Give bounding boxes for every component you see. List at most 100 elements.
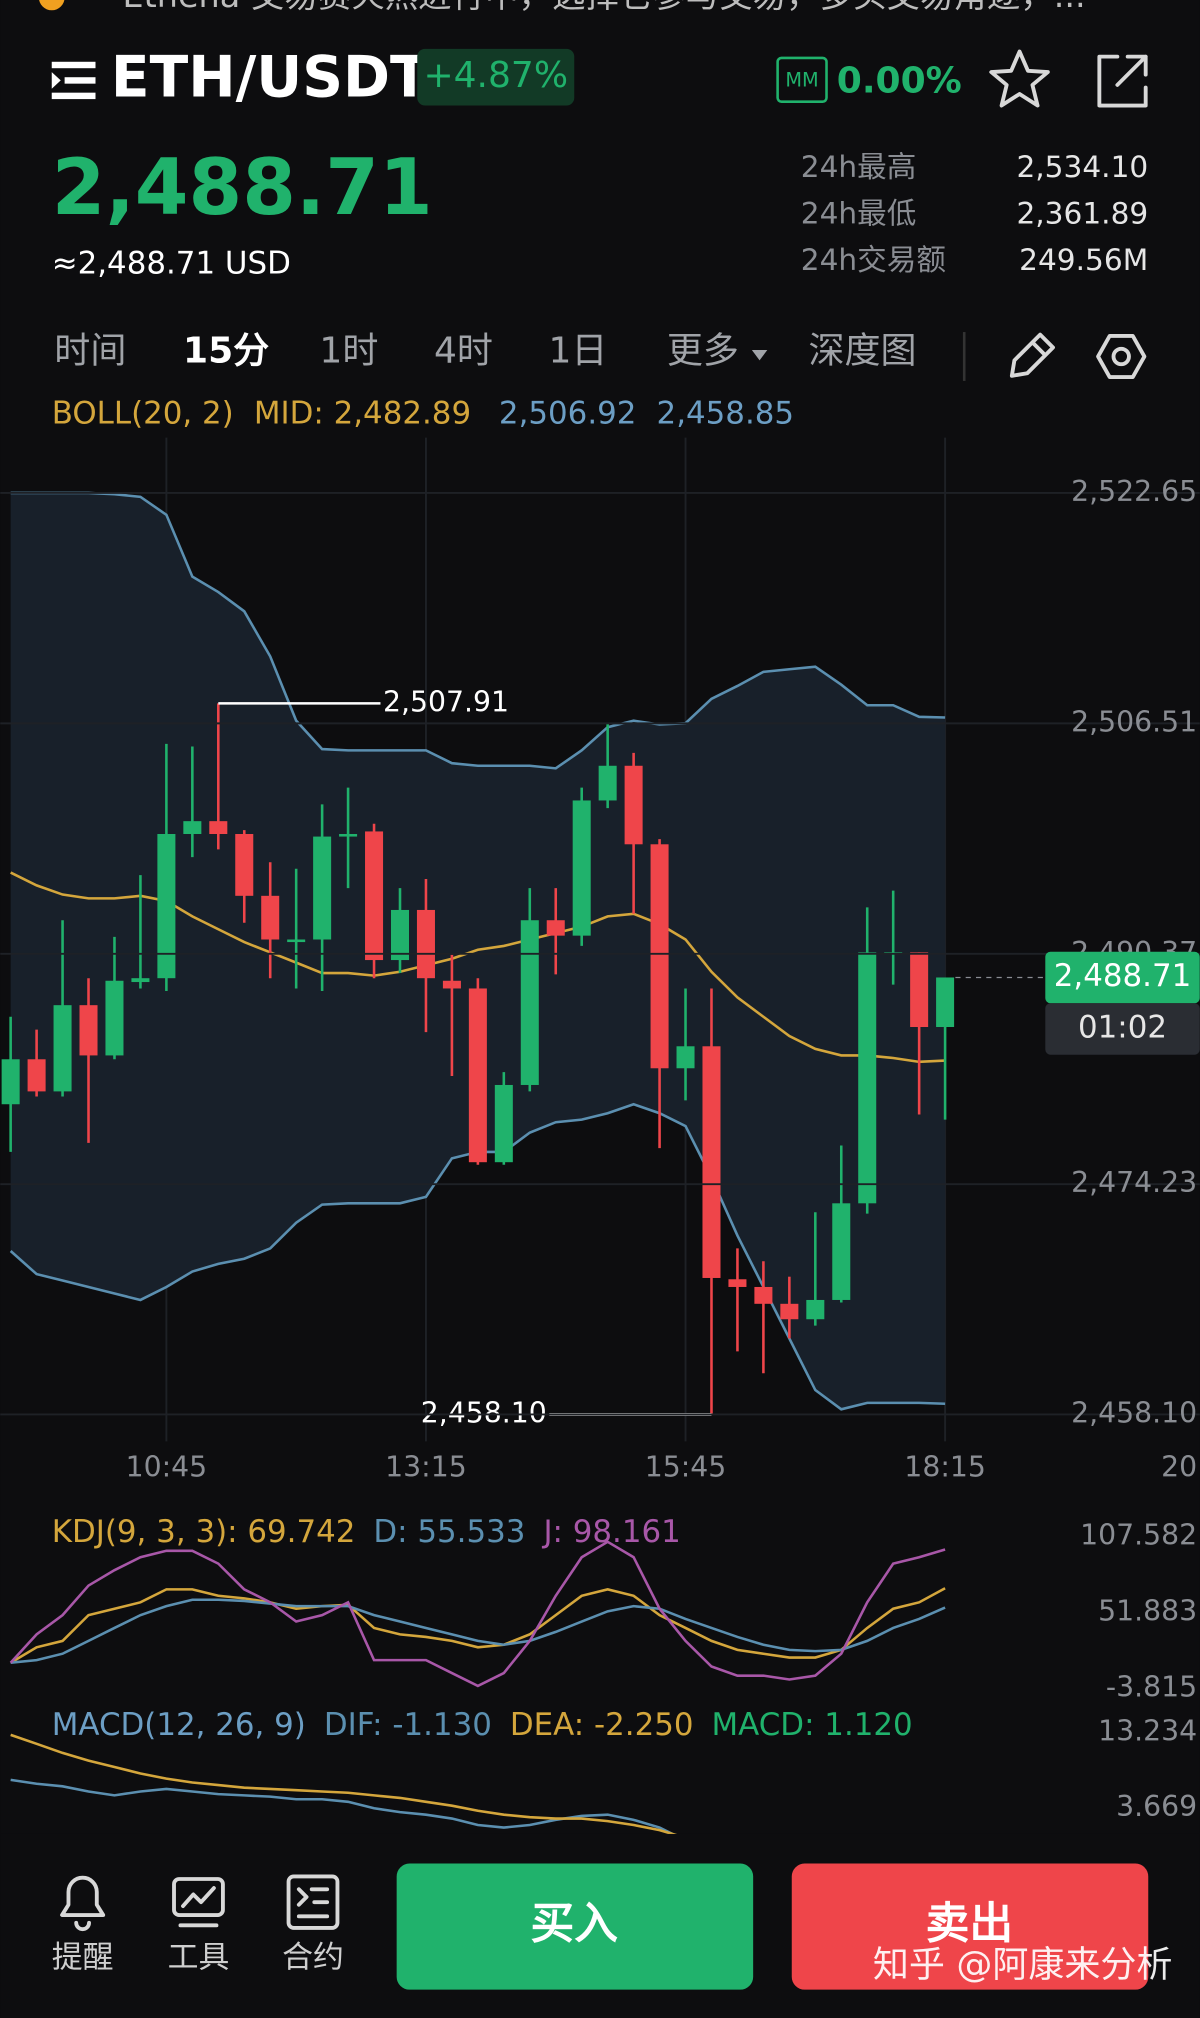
- y-tick-label: 107.582: [1080, 1519, 1197, 1552]
- stat-label: 24h交易额: [801, 243, 946, 277]
- tools-button[interactable]: 工具: [168, 1877, 230, 1975]
- candle-body: [27, 1059, 46, 1092]
- chart-panel: 10:4513:1515:4518:1520BYBIT2,507.912,458…: [0, 437, 1200, 1483]
- share-arrow: [1115, 54, 1148, 87]
- x-tick-label: 18:15: [904, 1450, 986, 1483]
- settings-icon[interactable]: [1096, 333, 1147, 380]
- stat-value: 249.56M: [1019, 243, 1148, 277]
- legend-entry: MACD: 1.120: [712, 1706, 913, 1742]
- legend-title: MACD(12, 26, 9): [52, 1706, 306, 1742]
- candle-body: [313, 836, 332, 940]
- favorite-icon[interactable]: [989, 49, 1050, 108]
- menu-icon[interactable]: [51, 61, 96, 100]
- y-tick-label: 2,506.51: [1071, 705, 1197, 738]
- menu-bar: [51, 92, 96, 100]
- change-badge: [417, 48, 575, 106]
- tab[interactable]: 4时: [434, 331, 493, 372]
- tab[interactable]: 时间: [54, 331, 126, 372]
- y-tick-label: 2,458.10: [1071, 1396, 1197, 1429]
- charts: 10:4513:1515:4518:1520BYBIT2,507.912,458…: [0, 437, 1200, 1834]
- y-tick-label: 51.883: [1098, 1595, 1197, 1628]
- alert-button[interactable]: 提醒: [52, 1875, 114, 1976]
- candle-body: [728, 1279, 747, 1287]
- banner-text[interactable]: Ethena 交易赛火热进行中，选择它参与交易，多头交易角逐，...: [123, 0, 1086, 15]
- buy-label: 买入: [531, 1899, 619, 1950]
- mm-box: [776, 56, 828, 103]
- indicator-legend: KDJ(9, 3, 3): 69.742 D: 55.533 J: 98.161: [52, 1513, 681, 1549]
- price-usd: ≈2,488.71 USD: [52, 246, 291, 282]
- stat-label: 24h最高: [801, 150, 917, 184]
- last-price-tag: [1045, 951, 1200, 1004]
- countdown: 01:02: [1078, 1009, 1167, 1045]
- x-tick-label: 20: [1161, 1450, 1197, 1483]
- candle-body: [79, 1005, 98, 1056]
- symbol[interactable]: ETH/USDT: [111, 45, 429, 111]
- candle-body: [287, 939, 306, 943]
- nav-label: 提醒: [52, 1939, 114, 1975]
- legend-upper: 2,506.92: [499, 395, 636, 431]
- sell-button[interactable]: [791, 1863, 1149, 1990]
- candle-body: [105, 980, 124, 1056]
- menu-arrow: [51, 72, 61, 89]
- stat-value: 2,534.10: [1016, 150, 1148, 184]
- candle-body: [339, 834, 358, 837]
- menu-bar: [51, 61, 96, 69]
- share-icon[interactable]: [1097, 54, 1148, 108]
- legend-entry: D: 55.533: [373, 1513, 525, 1549]
- tab[interactable]: 15分: [183, 331, 269, 372]
- tools-icon: [172, 1877, 225, 1917]
- legend-title: BOLL(20, 2): [52, 395, 234, 431]
- clipped-panel: [10, 1733, 677, 1834]
- candle-body: [261, 895, 280, 940]
- contract-icon: [286, 1874, 340, 1930]
- countdown-box: [1045, 1003, 1200, 1055]
- candle-body: [546, 920, 565, 936]
- candle-body: [598, 765, 617, 801]
- menu-bar: [64, 77, 96, 84]
- candle-body: [624, 765, 643, 845]
- tab[interactable]: 更多: [667, 331, 739, 372]
- share-frame: [1097, 54, 1148, 108]
- x-tick-label: 15:45: [645, 1450, 727, 1483]
- candle-body: [365, 831, 384, 961]
- annotation-label: 2,458.10: [421, 1396, 547, 1429]
- candle-body: [572, 800, 591, 936]
- settings-hex: [1096, 333, 1147, 380]
- stat-value: 2,361.89: [1016, 196, 1148, 230]
- draw-icon[interactable]: [1009, 332, 1055, 378]
- contract-lines: [296, 1887, 330, 1919]
- last-price: 2,488.71: [52, 143, 433, 233]
- last-price-label: 2,488.71: [1054, 958, 1192, 994]
- x-tick-label: 13:15: [385, 1450, 467, 1483]
- candle-body: [390, 909, 410, 961]
- candle-body: [209, 821, 228, 835]
- candle-body: [520, 920, 539, 1085]
- candle-body: [468, 988, 487, 1163]
- tab[interactable]: 1时: [319, 331, 378, 372]
- legend-entry: DEA: -2.250: [510, 1706, 694, 1742]
- settings-dot: [1111, 346, 1131, 367]
- boll-legend: BOLL(20, 2) MID: 2,482.89 2,506.92 2,458…: [52, 395, 794, 431]
- legend-entry: J: 98.161: [541, 1513, 680, 1549]
- candle-body: [702, 1046, 721, 1278]
- indicator-line: [10, 1778, 676, 1834]
- candle-body: [53, 1005, 72, 1092]
- candle-body: [910, 952, 929, 1028]
- tab[interactable]: 深度图: [808, 331, 916, 372]
- buy-button[interactable]: [396, 1863, 754, 1990]
- stat-label: 24h最低: [801, 196, 917, 230]
- candle-body: [442, 980, 461, 989]
- dropdown-caret: [751, 350, 768, 361]
- legend-mid: MID: 2,482.89: [254, 395, 471, 431]
- tab[interactable]: 1日: [549, 331, 608, 372]
- legend-lower: 2,458.85: [657, 395, 795, 431]
- legend-entry: KDJ(9, 3, 3): 69.742: [52, 1513, 356, 1549]
- bell-icon: [60, 1875, 106, 1932]
- y-tick-label: 3.669: [1116, 1790, 1197, 1823]
- chart-panel: -3.815 51.883 107.582 KDJ(9, 3, 3): 69.742 D…: [9, 1513, 1197, 1703]
- candle-body: [183, 821, 202, 835]
- legend-entry: DIF: -1.130: [324, 1706, 492, 1742]
- contract-button[interactable]: 合约: [282, 1874, 344, 1975]
- indicator-line: [9, 1587, 946, 1664]
